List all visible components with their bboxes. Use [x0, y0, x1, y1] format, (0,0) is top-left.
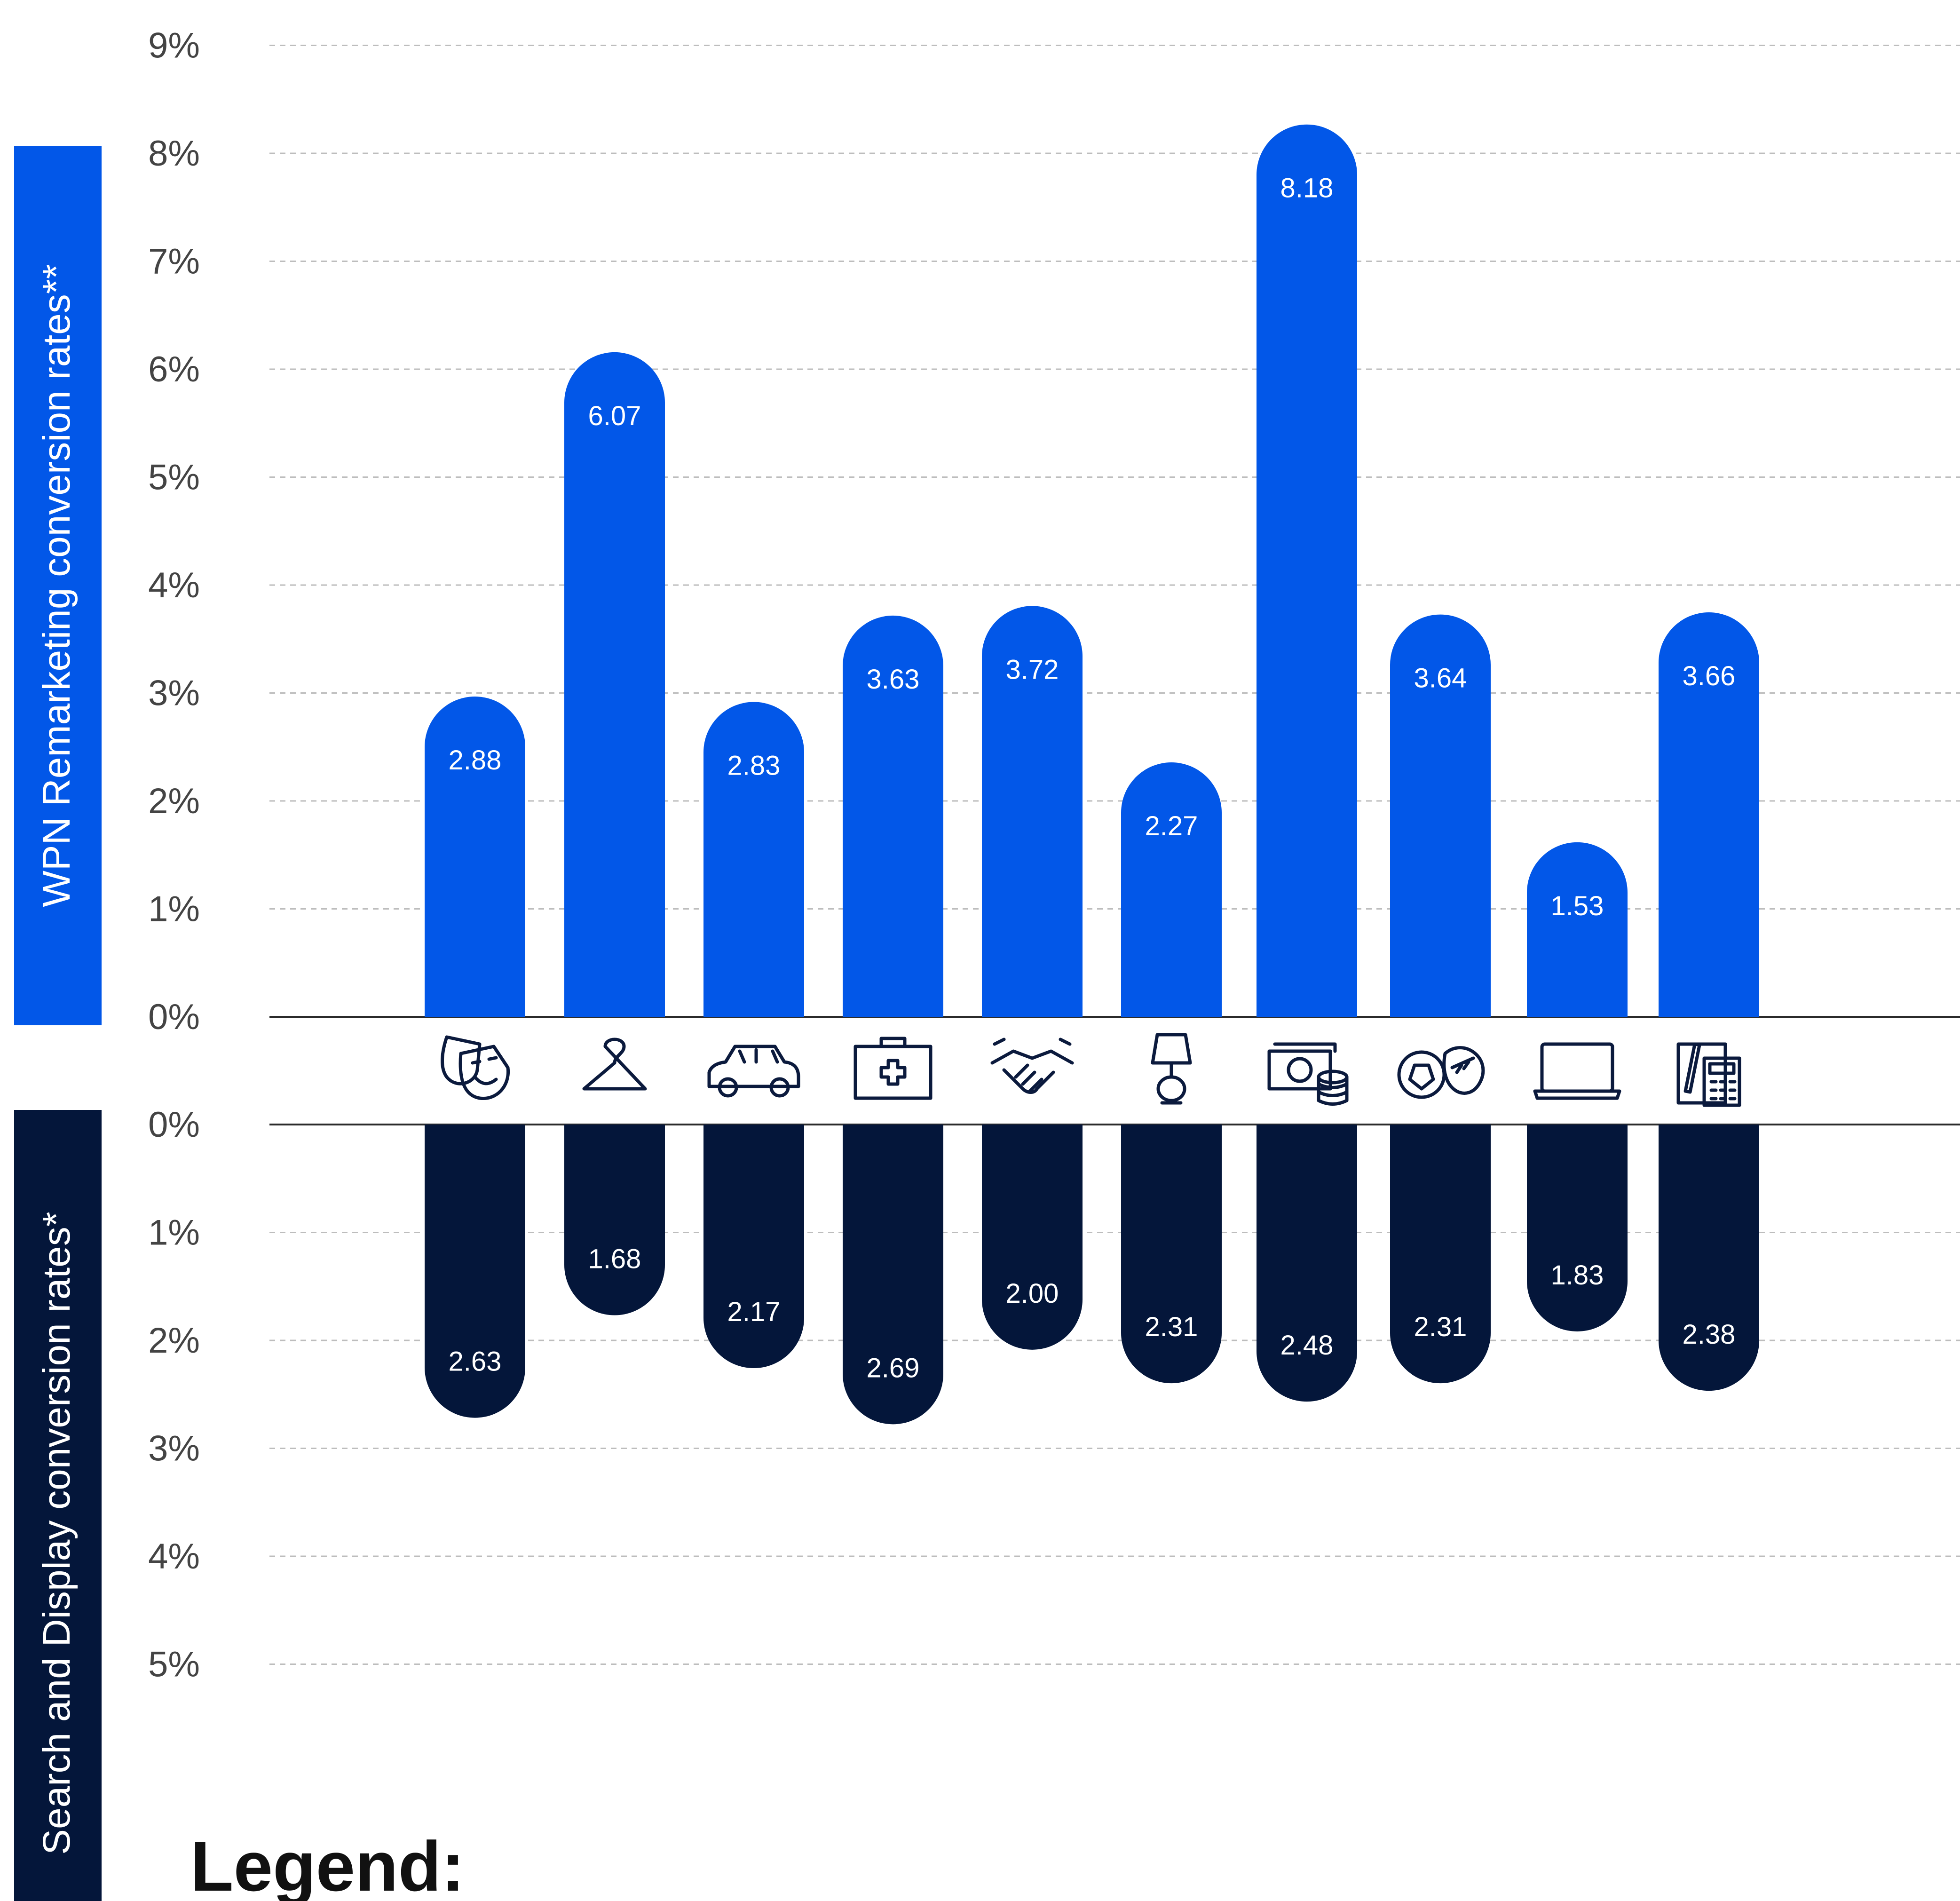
grid-layer: 9% 8% 7% 6% 5% 4% 3% 2% 1% 0% 0% 1% 2% 3% 4% 5% [148, 26, 1960, 1685]
lower-tick-label: 2% [148, 1321, 200, 1361]
upper-tick-label: 9% [148, 26, 200, 66]
lower-tick-label: 5% [148, 1645, 200, 1685]
search-display-value-label: 1.68 [588, 1244, 641, 1275]
wpn-remarketing-value-label: 3.72 [1006, 654, 1059, 685]
upper-tick-label: 2% [148, 781, 200, 821]
search-display-bar [1257, 1125, 1357, 1402]
wpn-remarketing-value-label: 2.88 [449, 745, 502, 776]
lower-axis-sidebar [14, 1110, 102, 1901]
upper-tick-label: 7% [148, 242, 200, 282]
search-display-value-label: 2.63 [449, 1347, 502, 1377]
first-aid-kit-icon [854, 1037, 933, 1100]
lower-tick-label: 1% [148, 1213, 200, 1253]
search-display-bar [1121, 1125, 1222, 1384]
upper-tick-label: 4% [148, 565, 200, 605]
wpn-remarketing-value-label: 3.66 [1683, 661, 1736, 691]
upper-axis-sidebar [14, 146, 102, 1025]
bars-layer [425, 124, 1759, 1425]
lower-axis-title: Search and Display conversion rates* [35, 1212, 78, 1854]
search-display-value-label: 2.17 [727, 1297, 781, 1327]
upper-tick-label: 0% [148, 997, 200, 1037]
search-display-bar [843, 1125, 943, 1425]
wpn-remarketing-value-label: 3.64 [1414, 663, 1467, 694]
upper-tick-label: 8% [148, 134, 200, 174]
wpn-remarketing-bar [425, 697, 525, 1017]
lower-tick-label: 4% [148, 1537, 200, 1576]
search-display-value-label: 2.31 [1145, 1312, 1198, 1342]
search-display-bar [982, 1125, 1083, 1350]
laptop-icon [1533, 1042, 1621, 1100]
wpn-remarketing-bar [1390, 614, 1491, 1017]
search-display-value-label: 2.69 [867, 1353, 920, 1383]
wpn-remarketing-bar [1527, 842, 1628, 1017]
hanger-icon [582, 1038, 647, 1091]
sports-balls-icon [1397, 1046, 1485, 1099]
search-display-bar [703, 1125, 804, 1369]
wpn-remarketing-value-label: 3.63 [867, 664, 920, 695]
car-icon [707, 1045, 800, 1098]
upper-tick-label: 6% [148, 349, 200, 389]
lower-tick-label: 3% [148, 1429, 200, 1469]
upper-tick-label: 5% [148, 458, 200, 498]
calculator-icon [1676, 1042, 1741, 1107]
search-display-bar [1659, 1125, 1759, 1391]
wpn-remarketing-value-label: 2.27 [1145, 811, 1198, 841]
wpn-remarketing-value-label: 6.07 [588, 401, 641, 431]
search-display-value-label: 2.38 [1683, 1319, 1736, 1350]
upper-axis-title: WPN Remarketing conversion rates** [35, 264, 78, 907]
handshake-icon [990, 1038, 1074, 1094]
search-display-bar [564, 1125, 665, 1315]
search-display-value-label: 2.31 [1414, 1312, 1467, 1342]
search-display-value-label: 2.48 [1280, 1330, 1334, 1361]
lower-tick-label: 0% [148, 1105, 200, 1145]
wpn-remarketing-bar [843, 615, 943, 1017]
upper-tick-label: 3% [148, 673, 200, 713]
search-display-bar [425, 1125, 525, 1418]
wpn-remarketing-value-label: 2.83 [727, 751, 781, 781]
wpn-remarketing-bar [1257, 124, 1357, 1017]
wpn-remarketing-bar [564, 352, 665, 1017]
icons-layer [441, 1033, 1741, 1107]
legend-title: Legend: [190, 1827, 465, 1901]
search-display-value-label: 1.83 [1551, 1260, 1604, 1291]
wpn-remarketing-value-label: 8.18 [1280, 173, 1334, 204]
theater-masks-icon [441, 1035, 510, 1101]
search-display-bar [1527, 1125, 1628, 1331]
upper-tick-label: 1% [148, 889, 200, 929]
wpn-remarketing-bar [1121, 762, 1222, 1017]
lamp-icon [1151, 1033, 1192, 1105]
wpn-remarketing-value-label: 1.53 [1551, 891, 1604, 921]
wpn-remarketing-bar [703, 702, 804, 1017]
search-display-value-label: 2.00 [1006, 1278, 1059, 1309]
labels-layer: 2.88 6.07 2.83 3.63 3.72 2.27 8.18 3.64 1.53 3.66… [449, 173, 1736, 1384]
wpn-remarketing-bar [982, 606, 1083, 1017]
wpn-remarketing-bar [1659, 612, 1759, 1017]
money-coins-icon [1267, 1042, 1349, 1106]
search-display-bar [1390, 1125, 1491, 1384]
